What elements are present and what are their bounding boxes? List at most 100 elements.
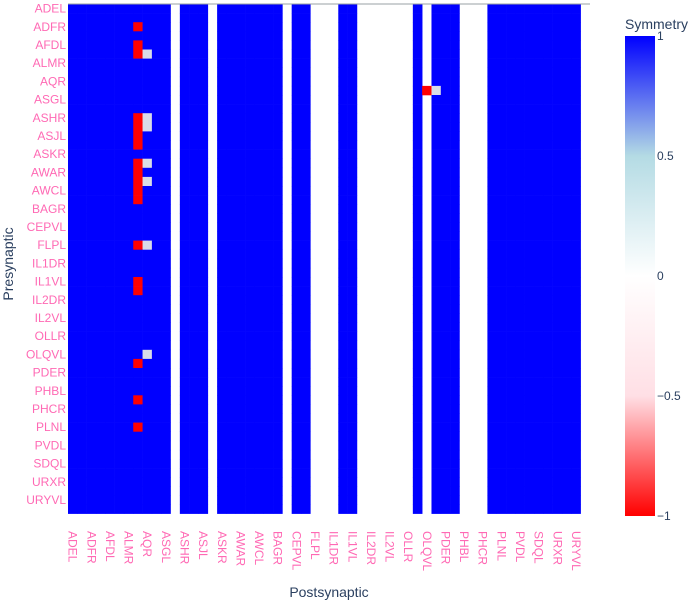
heatmap-cell [114,204,125,214]
heatmap-cell [254,431,265,442]
heatmap-cell [273,349,283,360]
heatmap-cell [151,413,162,423]
heatmap-cell [189,240,199,250]
heatmap-cell [552,85,563,96]
heatmap-cell [189,495,199,505]
heatmap-cell [561,22,572,32]
heatmap-cell [95,40,106,50]
heatmap-cell [347,358,358,369]
heatmap-cell [506,195,516,205]
heatmap-cell [263,31,274,41]
heatmap-cell [440,368,451,378]
heatmap-cell [198,140,209,150]
heatmap-cell [496,295,507,305]
heatmap-cell [534,504,544,514]
heatmap-cell [552,249,563,260]
heatmap-cell [534,258,544,269]
heatmap-cell [273,85,283,96]
heatmap-cell [552,131,563,141]
heatmap-cell [133,468,143,478]
heatmap-cell [189,459,199,469]
heatmap-cell [431,113,442,123]
heatmap-cell [68,167,78,178]
y-tick-label: PVDL [35,438,67,452]
heatmap-cell [77,404,87,414]
heatmap-cell [105,140,115,150]
heatmap-cell [273,449,283,460]
heatmap-cell [571,486,581,496]
heatmap-cell [301,204,311,214]
heatmap-cell [123,477,134,487]
heatmap-cell [431,504,442,514]
heatmap-cell [142,222,153,232]
heatmap-cell [217,486,227,496]
heatmap-cell [86,349,97,360]
heatmap-cell [133,13,143,23]
heatmap-cell [114,85,125,96]
heatmap-cell [338,449,348,460]
heatmap-cell [571,104,581,114]
heatmap-cell [301,413,311,423]
heatmap-cell [450,195,460,205]
heatmap-cell [133,286,143,296]
heatmap-cell [235,122,246,132]
heatmap-cell [198,186,209,196]
heatmap-cell [496,249,507,260]
heatmap-cell [543,431,553,442]
heatmap-cell [561,468,572,478]
heatmap-cell [571,449,581,460]
heatmap-cell [552,313,563,323]
heatmap-cell [450,395,460,405]
heatmap-cell [226,240,237,250]
heatmap-cell [179,404,190,414]
heatmap-cell [301,404,311,414]
heatmap-cell [123,504,134,514]
heatmap-cell [151,85,162,96]
heatmap-cell [440,386,451,396]
heatmap-cell [105,49,115,59]
heatmap-cell [77,49,87,59]
heatmap-cell [245,277,255,287]
heatmap-cell [226,4,237,14]
heatmap-cell [534,104,544,114]
heatmap-cell [133,167,143,178]
heatmap-cell [226,477,237,487]
heatmap-cell [412,231,423,241]
heatmap-cell [86,267,97,278]
heatmap-cell [496,231,507,241]
heatmap-cell [273,331,283,341]
heatmap-cell [226,440,237,451]
heatmap-cell [263,40,274,50]
heatmap-cell [254,85,265,96]
heatmap-cell [487,377,498,387]
heatmap-cell [431,468,442,478]
heatmap-cell [142,258,153,269]
heatmap-cell [440,85,451,96]
heatmap-cell [226,249,237,260]
heatmap-cell [543,258,553,269]
heatmap-cell [68,158,78,169]
heatmap-cell [133,49,143,59]
heatmap-cell [561,167,572,178]
heatmap-cell [68,495,78,505]
heatmap-cell [301,240,311,250]
heatmap-cell [571,477,581,487]
heatmap-cell [235,486,246,496]
heatmap-cell [179,395,190,405]
heatmap-cell [291,204,302,214]
heatmap-cell [245,304,255,314]
heatmap-cell [524,249,535,260]
y-tick-label: OLLR [35,329,67,343]
heatmap-cell [235,104,246,114]
heatmap-cell [95,340,106,351]
heatmap-cell [105,13,115,23]
heatmap-cell [487,4,498,14]
heatmap-cell [263,76,274,87]
heatmap-cell [217,95,227,105]
heatmap-cell [496,204,507,214]
heatmap-cell [77,85,87,96]
heatmap-cell [291,267,302,278]
x-tick-label: ASKR [215,531,229,564]
heatmap-cell [561,486,572,496]
heatmap-cell [142,95,153,105]
